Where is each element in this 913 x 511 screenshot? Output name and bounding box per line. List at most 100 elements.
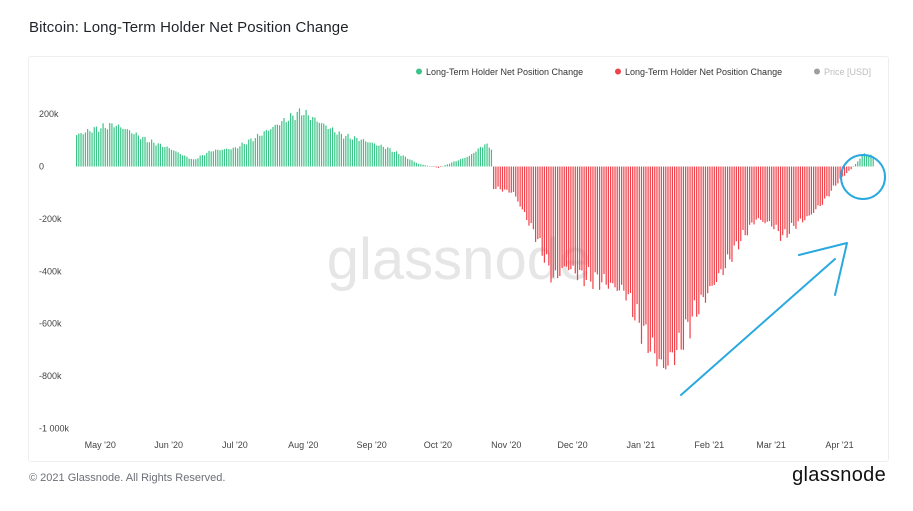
bar-148 [400, 155, 402, 167]
bar-172 [453, 161, 455, 167]
bar-208 [532, 166, 534, 230]
bar-20 [117, 124, 120, 167]
bar-268 [665, 166, 667, 370]
y-tick-label-5: -600k [39, 319, 62, 329]
bar-333 [808, 166, 810, 216]
bar-55 [195, 159, 197, 167]
bar-131 [362, 139, 365, 167]
bar-195 [504, 166, 506, 190]
bar-220 [559, 166, 561, 276]
bar-234 [590, 166, 592, 282]
bar-59 [203, 155, 206, 167]
bar-1 [76, 135, 78, 167]
bar-260 [647, 166, 649, 353]
bar-357 [861, 155, 863, 167]
arrow-head [798, 242, 848, 296]
bar-242 [607, 166, 609, 289]
bar-185 [482, 147, 484, 167]
bar-292 [718, 166, 720, 274]
glassnode-logo[interactable]: glassnode [792, 464, 886, 486]
bar-77 [243, 143, 245, 167]
bar-306 [749, 166, 751, 225]
bar-10 [95, 126, 98, 167]
bar-83 [256, 133, 259, 167]
bar-56 [197, 158, 199, 167]
bar-336 [815, 166, 817, 210]
bar-78 [245, 144, 248, 167]
bar-328 [797, 166, 799, 222]
chart-canvas: glassnode Long-Term Holder Net Position … [39, 67, 886, 450]
bar-122 [343, 138, 345, 167]
bar-213 [543, 166, 546, 263]
bar-361 [870, 154, 872, 167]
bar-54 [192, 159, 195, 167]
bar-7 [89, 131, 91, 167]
bar-50 [184, 155, 186, 167]
bar-24 [126, 129, 128, 167]
bar-315 [768, 166, 771, 222]
x-tick-label-9: Jan '21 [627, 440, 656, 450]
bar-70 [228, 149, 230, 167]
bar-183 [477, 148, 479, 167]
bar-200 [515, 166, 517, 197]
bar-79 [248, 139, 250, 167]
bar-13 [102, 123, 104, 167]
bar-251 [627, 166, 629, 295]
bar-271 [671, 166, 673, 353]
bar-191 [495, 166, 497, 189]
bar-135 [371, 142, 373, 167]
bar-161 [429, 166, 431, 167]
bar-12 [100, 128, 102, 167]
legend-entry-1[interactable]: Long-Term Holder Net Position Change [426, 67, 583, 77]
bar-115 [327, 128, 329, 167]
bar-243 [610, 166, 612, 283]
bar-164 [435, 166, 437, 168]
bar-265 [658, 166, 660, 360]
bar-277 [685, 166, 687, 320]
bar-42 [166, 146, 168, 167]
bar-180 [470, 154, 473, 167]
bar-62 [210, 151, 212, 167]
bar-88 [267, 130, 270, 167]
bar-11 [98, 131, 100, 167]
bar-313 [764, 166, 766, 224]
bar-6 [87, 128, 89, 167]
bar-244 [612, 166, 614, 284]
bar-95 [283, 118, 285, 167]
bar-19 [115, 125, 117, 167]
bar-322 [784, 166, 786, 230]
bar-343 [830, 166, 832, 191]
bar-192 [497, 166, 499, 187]
bar-165 [437, 166, 440, 168]
legend-entry-3[interactable]: Price [USD] [824, 67, 871, 77]
bar-278 [687, 166, 689, 322]
bar-31 [142, 137, 144, 167]
bar-162 [431, 166, 433, 167]
bar-359 [865, 154, 868, 167]
bar-167 [442, 166, 444, 167]
bar-116 [329, 128, 331, 167]
bar-308 [753, 166, 755, 225]
bar-71 [230, 149, 232, 167]
bar-337 [817, 166, 819, 206]
bar-205 [526, 166, 528, 221]
bar-160 [426, 165, 429, 167]
bar-18 [113, 127, 115, 167]
bar-355 [857, 161, 859, 167]
bar-279 [689, 166, 691, 339]
bar-299 [733, 166, 735, 246]
bar-102 [298, 108, 301, 167]
bar-181 [473, 152, 475, 167]
bar-320 [779, 166, 782, 241]
bar-267 [662, 166, 665, 369]
bar-107 [309, 119, 312, 167]
bar-28 [135, 132, 137, 167]
bar-143 [389, 148, 391, 167]
legend-entry-2[interactable]: Long-Term Holder Net Position Change [625, 67, 782, 77]
copyright-text: © 2021 Glassnode. All Rights Reserved. [29, 472, 226, 484]
bar-338 [819, 166, 821, 207]
bar-204 [523, 166, 526, 212]
bar-203 [521, 166, 523, 210]
bar-32 [144, 137, 146, 167]
bar-89 [270, 129, 272, 167]
